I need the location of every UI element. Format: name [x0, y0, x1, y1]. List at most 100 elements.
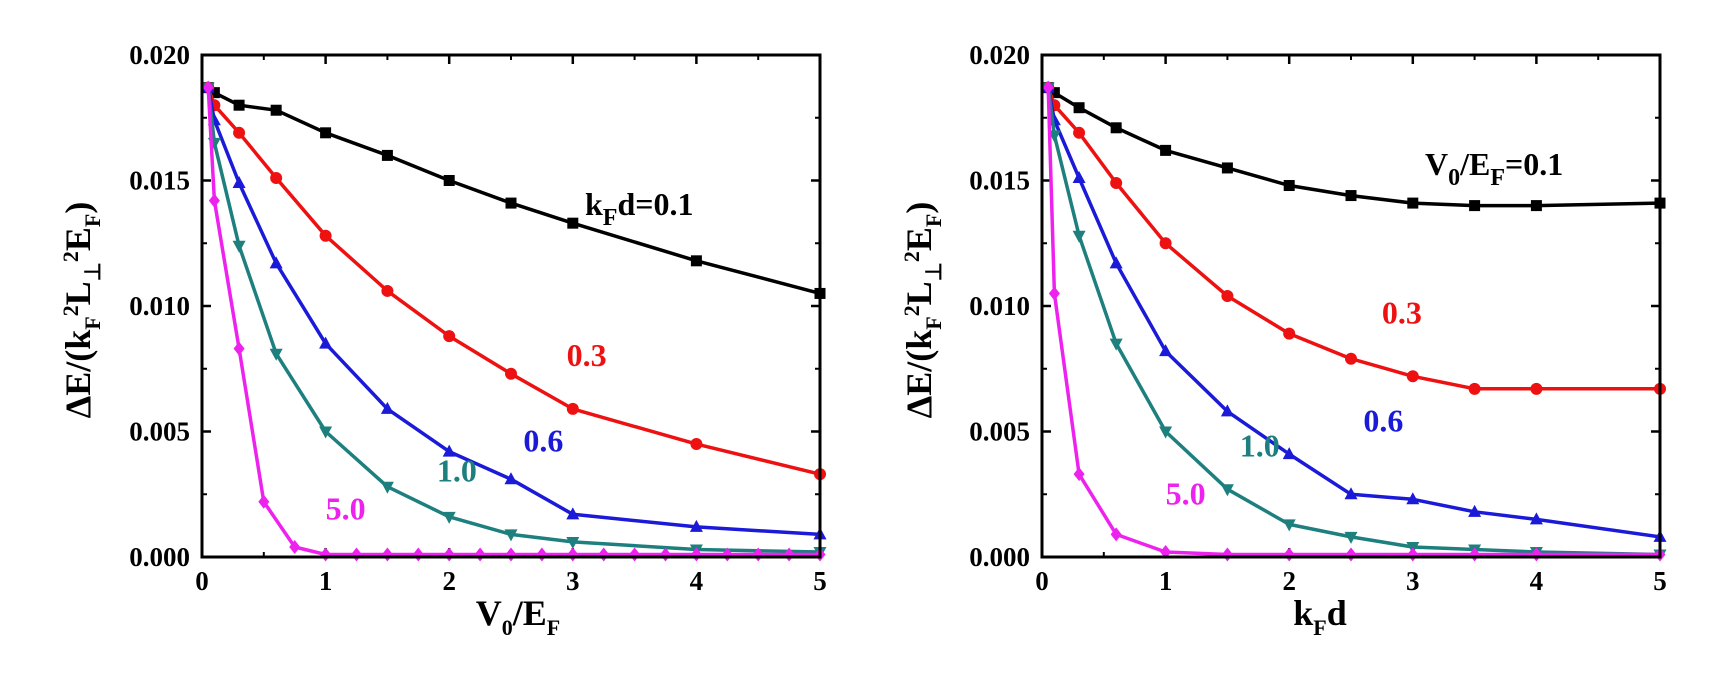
left-data-point: [233, 126, 246, 139]
right-data-point: [1073, 102, 1085, 114]
left-series-line-1: [206, 87, 821, 476]
right-data-point: [1529, 512, 1543, 525]
left-data-point: [319, 336, 333, 349]
left-data-point: [289, 539, 301, 554]
right-annotation-1: 0.6: [1363, 403, 1403, 439]
left-data-point: [505, 367, 517, 380]
right-data-point: [1048, 87, 1060, 99]
left-annotation-3: 5.0: [326, 490, 366, 526]
left-data-point: [412, 547, 424, 562]
right-data-point: [1282, 447, 1296, 460]
right-series-line-4: [1046, 87, 1660, 557]
left-data-point: [381, 149, 393, 161]
right-y-tick-label: 0.010: [969, 291, 1030, 321]
right-data-point: [1406, 492, 1420, 505]
left-data-point: [319, 229, 332, 242]
right-plot-frame: [1040, 53, 1662, 559]
right-data-point: [1283, 547, 1295, 562]
right-data-point: [1109, 256, 1123, 269]
left-data-point: [442, 511, 456, 524]
left-annotation-1: 0.6: [523, 423, 563, 459]
left-data-point: [208, 87, 220, 99]
left-data-point: [233, 99, 245, 111]
right-data-point: [1530, 200, 1542, 212]
left-data-point: [269, 256, 283, 269]
left-data-point: [567, 217, 579, 229]
left-data-point: [351, 547, 362, 562]
left-y-tick-label: 0.020: [129, 40, 190, 70]
right-data-point: [1042, 80, 1054, 95]
right-data-point: [1160, 144, 1172, 156]
left-data-point: [202, 80, 214, 95]
right-data-point: [1344, 487, 1358, 500]
right-annotation-3: 5.0: [1166, 475, 1206, 511]
left-data-point: [380, 481, 394, 494]
left-series-label-kfd: kFd=0.1: [585, 186, 694, 231]
left-x-tick-label: 2: [442, 566, 456, 596]
right-data-point: [1221, 162, 1233, 174]
right-data-point: [1159, 426, 1173, 439]
right-data-point: [1072, 230, 1086, 243]
right-data-point: [1407, 197, 1419, 209]
left-y-tick-label: 0.005: [129, 417, 190, 447]
right-data-point: [1109, 338, 1123, 351]
left-y-tick-label: 0.015: [129, 166, 190, 196]
right-data-point: [1110, 527, 1122, 542]
right-y-tick-label: 0.005: [969, 417, 1030, 447]
right-data-point: [1344, 531, 1358, 544]
right-data-point: [1469, 200, 1481, 212]
left-data-point: [566, 507, 580, 520]
right-x-tick-label: 3: [1406, 566, 1420, 596]
left-series-line-4: [206, 87, 820, 557]
right-data-point: [1345, 190, 1357, 202]
left-data-point: [504, 529, 518, 542]
left-data-point: [567, 547, 579, 562]
left-x-tick-label: 1: [319, 566, 333, 596]
left-series-line-2: [206, 87, 821, 537]
left-data-point: [505, 197, 517, 209]
left-data-point: [269, 348, 283, 361]
right-data-point: [1283, 327, 1296, 340]
right-series-line-3: [1046, 87, 1661, 557]
left-data-point: [690, 438, 703, 451]
left-data-point: [320, 547, 332, 562]
right-data-point: [1283, 180, 1295, 192]
left-data-point: [689, 519, 703, 532]
left-data-point: [320, 127, 332, 139]
right-data-point: [1220, 484, 1234, 497]
left-data-point: [381, 547, 393, 562]
left-data-point: [208, 193, 220, 208]
left-data-point: [270, 104, 282, 116]
right-y-tick-label: 0.000: [969, 542, 1030, 572]
left-data-point: [474, 547, 486, 562]
left-y-axis-title: ΔE/(kF2L⊥2EF): [58, 202, 105, 419]
right-series-line-0: [1047, 86, 1661, 208]
left-x-axis-title: V0/EF: [476, 593, 560, 640]
left-data-point: [504, 472, 518, 485]
left-data-point: [629, 547, 641, 562]
right-data-point: [1468, 504, 1482, 517]
left-annotation-2: 1.0: [437, 453, 477, 489]
right-annotation-0: 0.3: [1382, 295, 1422, 331]
right-x-tick-label: 2: [1282, 566, 1296, 596]
right-data-point: [1468, 382, 1481, 395]
right-x-tick-label: 5: [1653, 566, 1667, 596]
right-series-line-1: [1046, 87, 1660, 391]
right-data-point: [1072, 170, 1086, 183]
left-data-point: [233, 341, 245, 356]
right-data-point: [1221, 547, 1233, 562]
left-data-point: [232, 176, 246, 189]
left-data-point: [505, 547, 517, 562]
right-y-tick-label: 0.015: [969, 166, 1030, 196]
right-series-label-v0ef: V0/EF=0.1: [1425, 146, 1563, 191]
left-data-point: [536, 547, 548, 562]
right-data-point: [1220, 404, 1234, 417]
left-x-tick-label: 0: [195, 566, 209, 596]
left-data-point: [258, 494, 270, 509]
left-y-tick-label: 0.010: [129, 291, 190, 321]
right-x-tick-label: 4: [1530, 566, 1544, 596]
left-annotation-0: 0.3: [567, 337, 607, 373]
left-chart-panel: ΔE/(kF2L⊥2EF) V0/EF kFd=0.1 0 1 2 3 4 5 0.000 0…: [58, 40, 827, 640]
left-data-point: [442, 444, 456, 457]
left-data-point: [443, 175, 455, 186]
